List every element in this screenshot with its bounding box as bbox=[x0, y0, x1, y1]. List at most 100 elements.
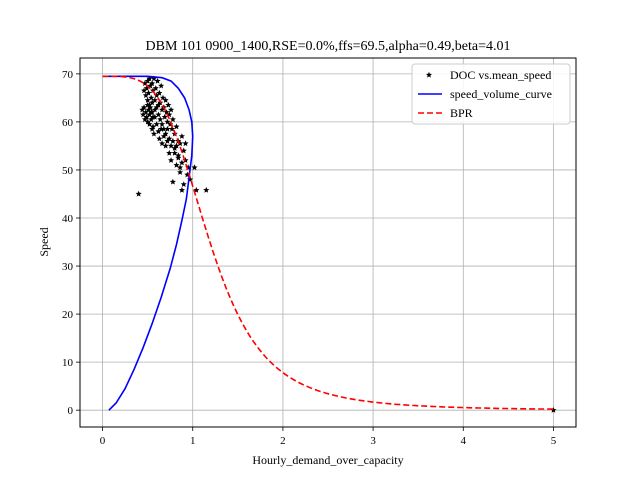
scatter-point bbox=[160, 133, 167, 139]
scatter-point bbox=[180, 181, 187, 187]
scatter-point bbox=[175, 154, 182, 161]
scatter-point bbox=[144, 77, 151, 84]
scatter-point bbox=[550, 407, 557, 413]
scatter-point bbox=[165, 101, 172, 108]
scatter-point bbox=[157, 116, 164, 123]
series-line-bpr bbox=[102, 75, 554, 410]
legend: DOC vs.mean_speed speed_volume_curve BPR bbox=[411, 63, 571, 125]
scatter-point bbox=[158, 82, 165, 89]
scatter-point bbox=[160, 125, 167, 132]
scatter-point bbox=[147, 82, 154, 89]
scatter-point bbox=[150, 113, 157, 120]
scatter-point bbox=[164, 118, 171, 125]
scatter-point bbox=[178, 133, 185, 139]
scatter-point bbox=[166, 135, 173, 142]
scatter-point bbox=[177, 164, 184, 171]
scatter-point bbox=[159, 140, 166, 147]
scatter-point bbox=[169, 137, 176, 144]
scatter-point bbox=[155, 111, 162, 118]
x-tick-label: 4 bbox=[461, 435, 467, 447]
scatter-point bbox=[149, 125, 156, 132]
y-axis-label: Speed bbox=[37, 227, 51, 256]
x-tick-label: 5 bbox=[551, 435, 557, 447]
scatter-point bbox=[169, 178, 176, 185]
scatter-point bbox=[153, 104, 160, 111]
y-axis: 0 10 20 30 40 50 60 70 bbox=[62, 69, 80, 417]
y-tick-label: 60 bbox=[62, 117, 74, 129]
scatter-point bbox=[151, 106, 158, 113]
y-tick-label: 70 bbox=[62, 69, 74, 81]
scatter-point bbox=[145, 106, 152, 113]
scatter-point bbox=[171, 145, 178, 151]
scatter-point bbox=[158, 125, 165, 132]
y-tick-label: 0 bbox=[68, 405, 74, 417]
x-tick-label: 2 bbox=[280, 435, 286, 447]
scatter-point bbox=[146, 111, 153, 118]
scatter-point bbox=[146, 75, 153, 82]
scatter-point bbox=[156, 135, 163, 142]
scatter-point bbox=[156, 89, 163, 96]
scatter-point bbox=[162, 97, 169, 103]
y-tick-label: 50 bbox=[62, 165, 74, 177]
plot-frame bbox=[79, 57, 577, 428]
x-tick-label: 1 bbox=[190, 435, 196, 447]
scatter-point bbox=[168, 106, 175, 113]
scatter-point bbox=[182, 157, 189, 163]
scatter-point bbox=[145, 89, 152, 96]
scatter-point bbox=[141, 104, 148, 111]
scatter-point bbox=[148, 94, 155, 101]
scatter-point bbox=[173, 123, 180, 130]
scatter-point bbox=[150, 123, 157, 130]
legend-marker-star bbox=[426, 71, 432, 78]
scatter-point bbox=[154, 77, 161, 84]
scatter-point bbox=[143, 113, 150, 120]
scatter-point bbox=[149, 99, 156, 106]
plot-data bbox=[102, 75, 557, 413]
scatter-point bbox=[141, 87, 148, 94]
legend-label: BPR bbox=[450, 106, 473, 120]
scatter-point bbox=[164, 137, 171, 144]
scatter-point bbox=[140, 111, 147, 118]
scatter-point bbox=[168, 142, 175, 149]
y-tick-label: 30 bbox=[62, 261, 74, 273]
scatter-point bbox=[177, 140, 184, 147]
scatter-point bbox=[149, 80, 156, 87]
legend-label: speed_volume_curve bbox=[450, 87, 552, 101]
scatter-point bbox=[142, 92, 149, 99]
scatter-point bbox=[144, 118, 151, 125]
scatter-point bbox=[162, 130, 169, 137]
scatter-point bbox=[173, 161, 180, 168]
grid bbox=[80, 58, 576, 427]
scatter-point bbox=[159, 106, 166, 113]
scatter-point bbox=[178, 186, 185, 193]
scatter-point bbox=[147, 104, 154, 111]
x-axis-label: Hourly_demand_over_capacity bbox=[252, 453, 403, 467]
scatter-point bbox=[141, 80, 148, 87]
scatter-point bbox=[142, 109, 149, 115]
scatter-point bbox=[148, 116, 155, 123]
y-tick-label: 40 bbox=[62, 213, 74, 225]
scatter-point bbox=[155, 128, 162, 135]
chart-title: DBM 101 0900_1400,RSE=0.0%,ffs=69.5,alph… bbox=[146, 39, 511, 54]
scatter-point bbox=[191, 164, 198, 171]
legend-box bbox=[411, 63, 571, 125]
scatter-point bbox=[169, 116, 176, 123]
scatter-point bbox=[162, 142, 169, 149]
scatter-point bbox=[163, 109, 170, 115]
scatter-point bbox=[152, 85, 159, 91]
series-line-speed-volume-curve bbox=[102, 75, 194, 411]
scatter-point bbox=[164, 125, 171, 132]
scatter-point bbox=[177, 169, 184, 175]
x-tick-label: 3 bbox=[370, 435, 376, 447]
x-axis: 0 1 2 3 4 5 bbox=[100, 427, 557, 447]
scatter-point bbox=[155, 101, 162, 108]
scatter-point bbox=[144, 97, 151, 103]
legend-label: DOC vs.mean_speed bbox=[450, 68, 551, 82]
scatter-point bbox=[166, 149, 173, 156]
scatter-point bbox=[150, 75, 157, 82]
scatter-point bbox=[173, 142, 180, 149]
scatter-point bbox=[135, 190, 142, 197]
scatter-point bbox=[178, 159, 185, 166]
scatter-point bbox=[171, 149, 178, 156]
scatter-point bbox=[141, 116, 148, 123]
